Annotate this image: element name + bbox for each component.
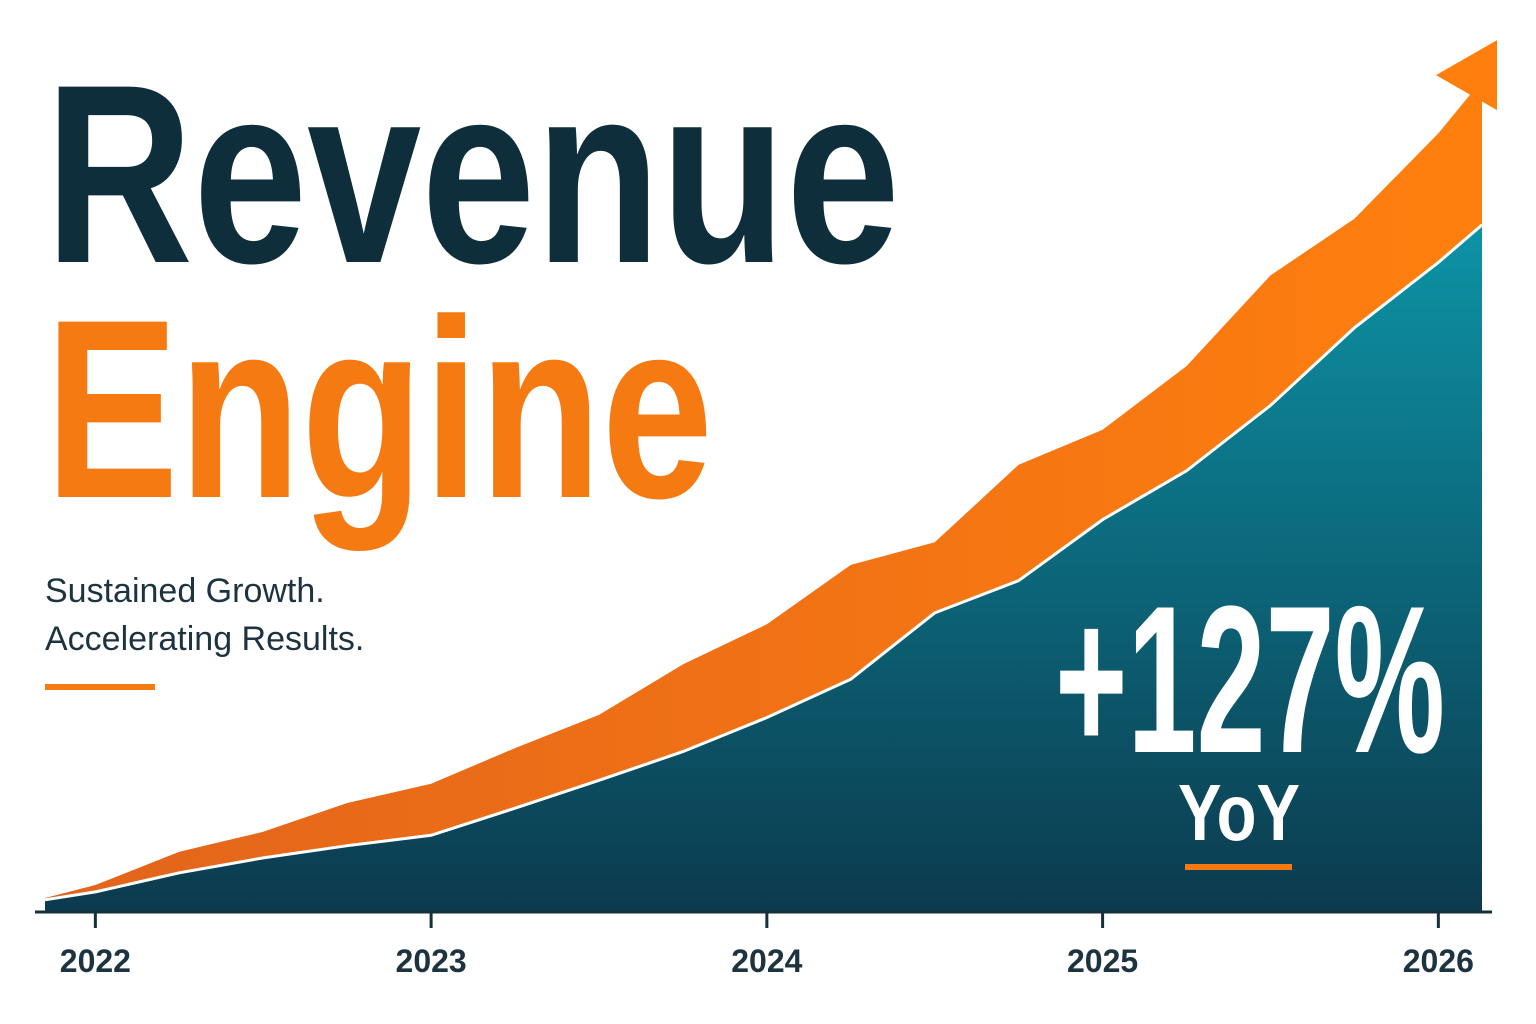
accent-bar: [45, 684, 155, 690]
yoy-annotation: YoY: [1178, 768, 1300, 857]
arrow-head: [1436, 40, 1497, 111]
growth-annotation: +127%: [1055, 562, 1445, 797]
area: [45, 224, 1482, 912]
title-line: Engine: [45, 267, 713, 552]
x-tick-label: 2023: [396, 943, 467, 979]
overlay: 2022 2023 2024 2025 2026: [35, 40, 1497, 979]
subtitle-line: Sustained Growth.: [45, 572, 325, 610]
title-line: Revenue: [45, 32, 900, 317]
area-edge: [44, 223, 1483, 902]
subtitle-line: Accelerating Results.: [45, 620, 364, 658]
x-tick-label: 2022: [60, 943, 131, 979]
x-tick-label: 2025: [1067, 943, 1138, 979]
x-tick-label: 2026: [1403, 943, 1474, 979]
x-tick-label: 2024: [731, 943, 802, 979]
accent-bar: [1185, 864, 1292, 870]
plot: [45, 80, 1482, 912]
